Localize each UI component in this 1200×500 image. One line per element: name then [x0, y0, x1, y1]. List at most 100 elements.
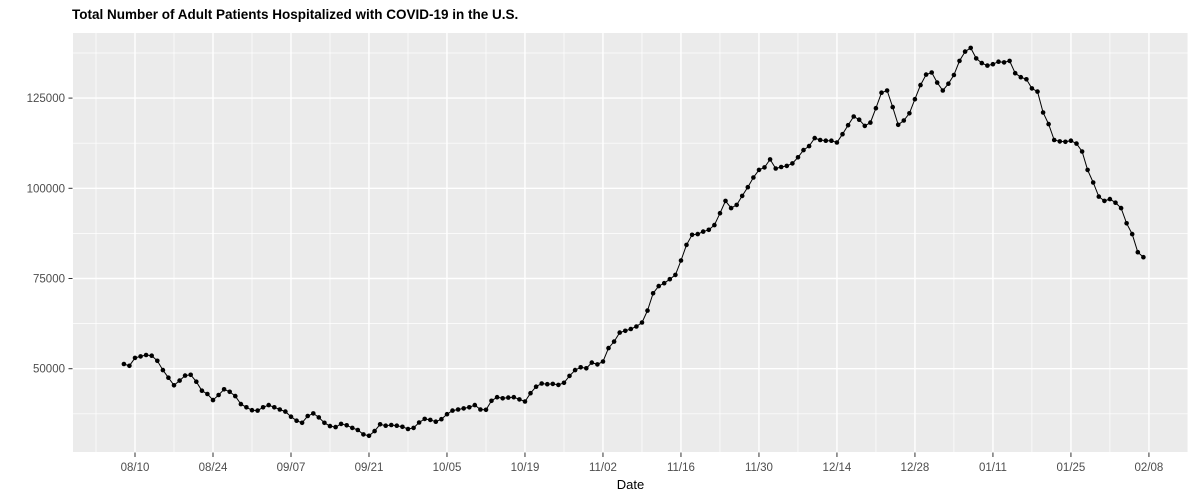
data-point — [823, 138, 829, 143]
data-point — [305, 413, 311, 419]
data-point — [661, 280, 667, 286]
data-point — [428, 417, 433, 423]
data-point — [416, 420, 422, 425]
data-point — [739, 193, 745, 199]
data-point — [455, 407, 461, 412]
chart-title: Total Number of Adult Patients Hospitali… — [72, 7, 519, 22]
y-tick-label: 50000 — [33, 364, 65, 376]
data-point — [689, 232, 695, 238]
data-point — [545, 381, 550, 387]
data-point — [996, 59, 1001, 64]
data-point — [132, 355, 138, 361]
data-point — [1102, 198, 1107, 204]
data-point — [962, 49, 968, 54]
data-point — [934, 80, 940, 85]
data-point — [717, 210, 723, 216]
data-point — [472, 402, 478, 408]
data-point — [344, 423, 350, 428]
data-point — [216, 392, 221, 398]
data-point — [1029, 86, 1035, 91]
data-point — [561, 380, 567, 386]
data-point — [834, 140, 840, 145]
x-tick-label: 12/14 — [823, 462, 852, 474]
data-point — [383, 423, 389, 429]
data-point — [249, 407, 255, 413]
data-point — [366, 433, 372, 439]
data-point — [294, 418, 299, 424]
data-point — [155, 358, 160, 364]
data-point — [143, 352, 149, 358]
data-point — [1040, 110, 1046, 115]
data-point — [667, 276, 673, 282]
data-point — [182, 373, 188, 378]
data-point — [444, 411, 450, 417]
data-point — [611, 339, 617, 344]
data-point — [478, 407, 483, 412]
data-point — [227, 389, 232, 395]
data-point — [907, 111, 912, 116]
data-point — [333, 424, 338, 430]
data-point — [801, 147, 806, 153]
data-point — [912, 96, 918, 102]
data-point — [539, 381, 544, 386]
data-point — [433, 419, 439, 425]
data-point — [522, 399, 528, 404]
data-point — [673, 272, 678, 278]
data-point — [712, 222, 717, 228]
data-point — [650, 291, 656, 296]
data-point — [1018, 74, 1024, 80]
data-line — [123, 47, 1144, 437]
data-point — [778, 164, 784, 170]
x-tick-label: 11/16 — [667, 462, 695, 474]
data-point — [1096, 194, 1102, 199]
data-point — [756, 167, 762, 173]
data-point — [795, 155, 801, 160]
x-tick-label: 11/30 — [745, 462, 773, 474]
data-point — [951, 72, 957, 78]
data-point — [533, 384, 539, 390]
data-point — [723, 198, 728, 204]
data-point — [884, 88, 890, 93]
data-point — [311, 411, 316, 416]
data-point — [500, 396, 506, 401]
data-point — [338, 421, 344, 427]
data-point — [856, 117, 862, 122]
data-point — [968, 45, 973, 51]
data-point — [589, 360, 595, 365]
data-point — [617, 330, 622, 335]
data-point — [1063, 139, 1068, 145]
data-point — [773, 166, 778, 171]
x-tick-label: 10/05 — [433, 462, 462, 474]
data-point — [166, 375, 171, 381]
data-point — [1141, 254, 1146, 260]
data-point — [1012, 70, 1018, 76]
data-point — [578, 365, 583, 370]
data-point — [350, 425, 355, 431]
data-point — [845, 122, 851, 128]
data-point — [751, 175, 756, 180]
x-tick-label: 10/19 — [511, 462, 540, 474]
data-point — [461, 406, 467, 411]
data-point — [1046, 121, 1051, 127]
data-point — [277, 407, 283, 412]
data-point — [706, 227, 712, 233]
data-point — [1074, 141, 1079, 146]
data-point — [361, 432, 366, 437]
x-tick-label: 01/11 — [979, 462, 1007, 474]
data-point — [272, 405, 277, 410]
data-point — [1051, 137, 1057, 143]
y-tick-label: 100000 — [27, 183, 65, 195]
data-point — [1107, 196, 1113, 202]
data-point — [1090, 180, 1096, 185]
data-point — [467, 405, 472, 410]
data-point — [634, 324, 639, 329]
data-point — [1079, 149, 1085, 154]
y-tick-label: 125000 — [27, 93, 65, 105]
data-point — [979, 60, 985, 66]
data-point — [377, 422, 383, 427]
data-point — [628, 326, 634, 332]
data-point — [868, 120, 873, 125]
data-point — [606, 345, 611, 351]
data-point — [389, 422, 394, 428]
